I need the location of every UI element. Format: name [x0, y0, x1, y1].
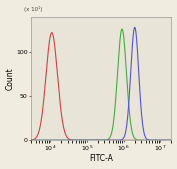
Y-axis label: Count: Count	[5, 67, 15, 90]
X-axis label: FITC-A: FITC-A	[89, 154, 113, 163]
Text: (x 10¹): (x 10¹)	[24, 6, 42, 12]
